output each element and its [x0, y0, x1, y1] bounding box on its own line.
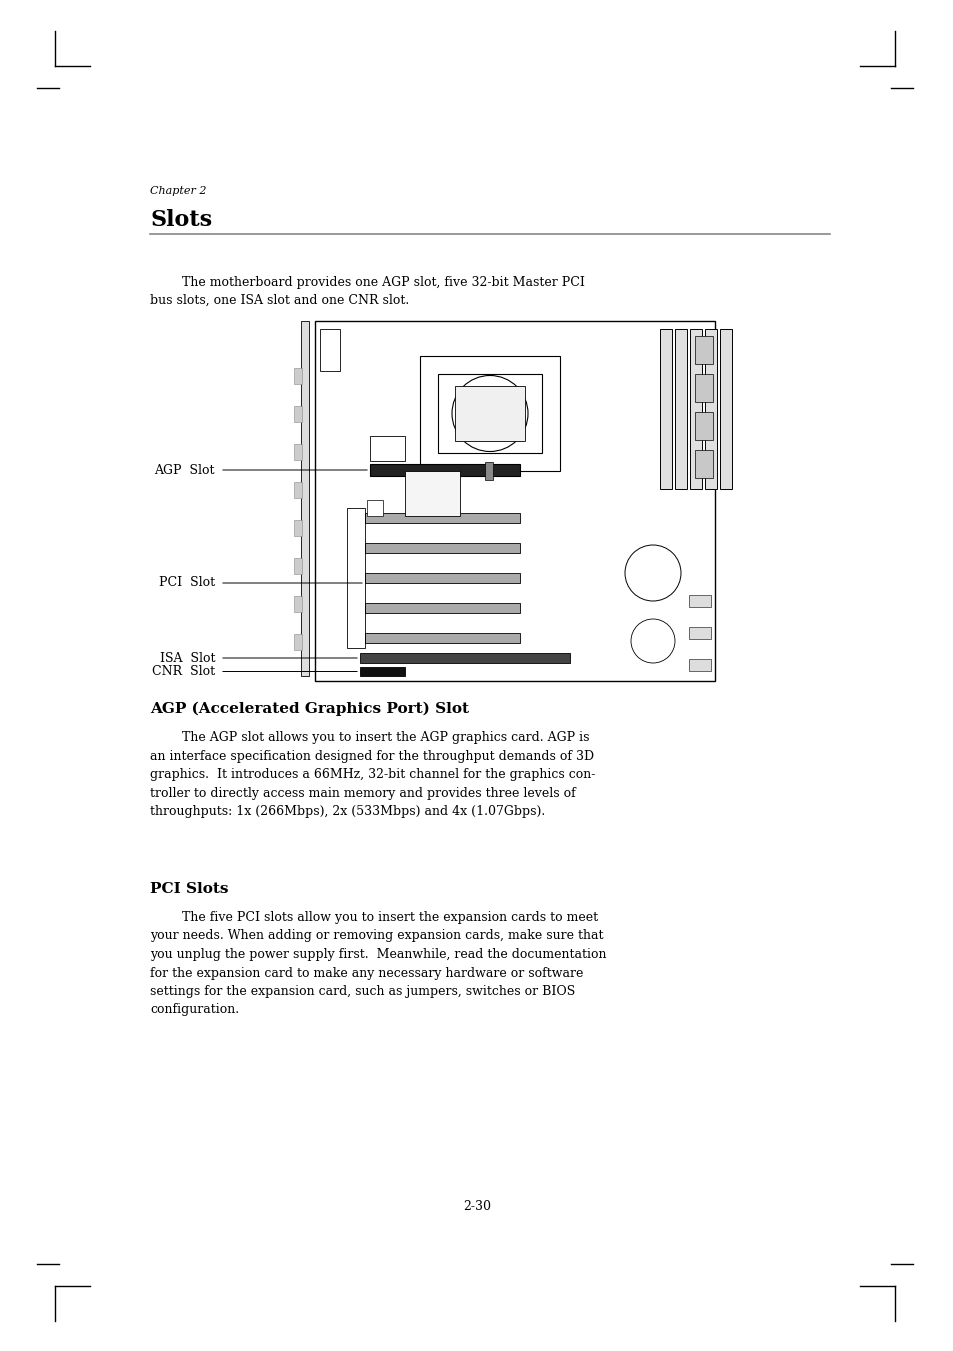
Bar	[294, 482, 302, 499]
Bar	[419, 357, 559, 471]
Text: The AGP slot allows you to insert the AGP graphics card. AGP is
an interface spe: The AGP slot allows you to insert the AG…	[150, 731, 595, 817]
Bar	[301, 322, 309, 676]
Bar	[675, 330, 686, 489]
Text: PCI Slots: PCI Slots	[150, 882, 229, 896]
Bar	[365, 573, 519, 584]
Bar	[359, 667, 405, 676]
Circle shape	[630, 619, 675, 663]
Bar	[294, 596, 302, 612]
Bar	[688, 594, 710, 607]
Bar	[695, 412, 712, 440]
Bar	[367, 500, 382, 516]
Bar	[659, 330, 671, 489]
Circle shape	[452, 376, 527, 451]
Bar	[365, 603, 519, 613]
Text: The motherboard provides one AGP slot, five 32-bit Master PCI
bus slots, one ISA: The motherboard provides one AGP slot, f…	[150, 276, 584, 307]
Bar	[370, 463, 519, 476]
Bar	[294, 558, 302, 574]
Bar	[359, 653, 569, 663]
Bar	[405, 471, 459, 516]
Bar	[455, 386, 524, 440]
Text: AGP  Slot: AGP Slot	[154, 463, 214, 477]
Bar	[319, 330, 339, 372]
Bar	[294, 407, 302, 422]
Bar	[689, 330, 701, 489]
Bar	[688, 627, 710, 639]
Text: The five PCI slots allow you to insert the expansion cards to meet
your needs. W: The five PCI slots allow you to insert t…	[150, 911, 606, 1016]
Bar	[688, 659, 710, 671]
Bar	[484, 462, 493, 480]
Bar	[695, 336, 712, 363]
Text: Slots: Slots	[150, 209, 212, 231]
Text: ISA  Slot: ISA Slot	[159, 651, 214, 665]
Bar	[437, 374, 541, 453]
Text: PCI  Slot: PCI Slot	[159, 577, 214, 589]
Bar	[695, 450, 712, 478]
Text: Chapter 2: Chapter 2	[150, 186, 206, 196]
Circle shape	[624, 544, 680, 601]
Bar	[365, 634, 519, 643]
Bar	[695, 374, 712, 403]
Text: AGP (Accelerated Graphics Port) Slot: AGP (Accelerated Graphics Port) Slot	[150, 701, 469, 716]
Bar	[314, 322, 714, 681]
Bar	[347, 508, 365, 648]
Text: 2-30: 2-30	[462, 1200, 491, 1212]
Bar	[704, 330, 717, 489]
Bar	[294, 634, 302, 650]
Bar	[370, 436, 405, 461]
Bar	[365, 543, 519, 553]
Bar	[294, 444, 302, 459]
Text: CNR  Slot: CNR Slot	[152, 665, 214, 678]
Bar	[294, 520, 302, 536]
Bar	[365, 513, 519, 523]
Bar	[720, 330, 731, 489]
Bar	[294, 367, 302, 384]
